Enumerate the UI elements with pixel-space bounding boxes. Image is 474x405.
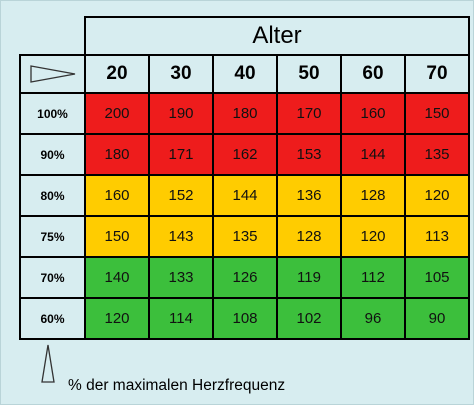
age-col-header: 30 xyxy=(148,54,214,94)
heart-rate-cell: 136 xyxy=(276,174,342,217)
heart-rate-cell: 180 xyxy=(84,133,150,176)
age-col-header: 60 xyxy=(340,54,406,94)
heart-rate-cell: 153 xyxy=(276,133,342,176)
table-row: 80% 160 152 144 136 128 120 xyxy=(19,174,470,217)
heart-rate-cell: 143 xyxy=(148,215,214,258)
heart-rate-cell: 150 xyxy=(84,215,150,258)
heart-rate-cell: 144 xyxy=(340,133,406,176)
chart-title: Alter xyxy=(84,16,470,56)
heart-rate-cell: 102 xyxy=(276,297,342,340)
heart-rate-cell: 120 xyxy=(340,215,406,258)
age-increase-arrow-icon xyxy=(29,65,75,83)
heart-rate-cell: 190 xyxy=(148,92,214,135)
heart-rate-cell: 171 xyxy=(148,133,214,176)
table-row: 60% 120 114 108 102 96 90 xyxy=(19,297,470,340)
heart-rate-table: Alter 20 30 40 50 60 70 100% 200 190 180 170… xyxy=(19,16,470,340)
age-col-header: 50 xyxy=(276,54,342,94)
heart-rate-cell: 152 xyxy=(148,174,214,217)
table-row: 90% 180 171 162 153 144 135 xyxy=(19,133,470,176)
percent-row-label: 100% xyxy=(19,92,86,135)
heart-rate-cell: 113 xyxy=(404,215,470,258)
heart-rate-cell: 150 xyxy=(404,92,470,135)
heart-rate-cell: 120 xyxy=(404,174,470,217)
heart-rate-cell: 108 xyxy=(212,297,278,340)
heart-rate-cell: 135 xyxy=(404,133,470,176)
percent-row-label: 90% xyxy=(19,133,86,176)
age-col-header: 70 xyxy=(404,54,470,94)
percent-row-label: 70% xyxy=(19,256,86,299)
y-axis-label: % der maximalen Herzfrequenz xyxy=(68,377,286,394)
heart-rate-cell: 114 xyxy=(148,297,214,340)
percent-row-label: 75% xyxy=(19,215,86,258)
heart-rate-cell: 126 xyxy=(212,256,278,299)
heart-rate-cell: 140 xyxy=(84,256,150,299)
table-row: 100% 200 190 180 170 160 150 xyxy=(19,92,470,135)
heart-rate-cell: 105 xyxy=(404,256,470,299)
title-row: Alter xyxy=(20,16,470,56)
heart-rate-cell: 119 xyxy=(276,256,342,299)
heart-rate-cell: 162 xyxy=(212,133,278,176)
table-body: 100% 200 190 180 170 160 150 90% 180 171 162 153 144… xyxy=(19,92,470,340)
table-row: 70% 140 133 126 119 112 105 xyxy=(19,256,470,299)
table-row: 75% 150 143 135 128 120 113 xyxy=(19,215,470,258)
corner-cell xyxy=(19,54,86,94)
age-header-row: 20 30 40 50 60 70 xyxy=(19,54,470,94)
heart-rate-cell: 112 xyxy=(340,256,406,299)
percent-increase-arrow-icon xyxy=(41,344,55,383)
heart-rate-cell: 128 xyxy=(340,174,406,217)
heart-rate-cell: 160 xyxy=(84,174,150,217)
age-col-header: 20 xyxy=(84,54,150,94)
age-col-header: 40 xyxy=(212,54,278,94)
heart-rate-cell: 200 xyxy=(84,92,150,135)
heart-rate-cell: 128 xyxy=(276,215,342,258)
percent-row-label: 80% xyxy=(19,174,86,217)
heart-rate-cell: 133 xyxy=(148,256,214,299)
heart-rate-cell: 170 xyxy=(276,92,342,135)
heart-rate-cell: 144 xyxy=(212,174,278,217)
heart-rate-cell: 180 xyxy=(212,92,278,135)
heart-rate-cell: 135 xyxy=(212,215,278,258)
percent-row-label: 60% xyxy=(19,297,86,340)
heart-rate-cell: 120 xyxy=(84,297,150,340)
heart-rate-cell: 96 xyxy=(340,297,406,340)
heart-rate-cell: 90 xyxy=(404,297,470,340)
heart-rate-cell: 160 xyxy=(340,92,406,135)
title-spacer xyxy=(20,17,85,55)
